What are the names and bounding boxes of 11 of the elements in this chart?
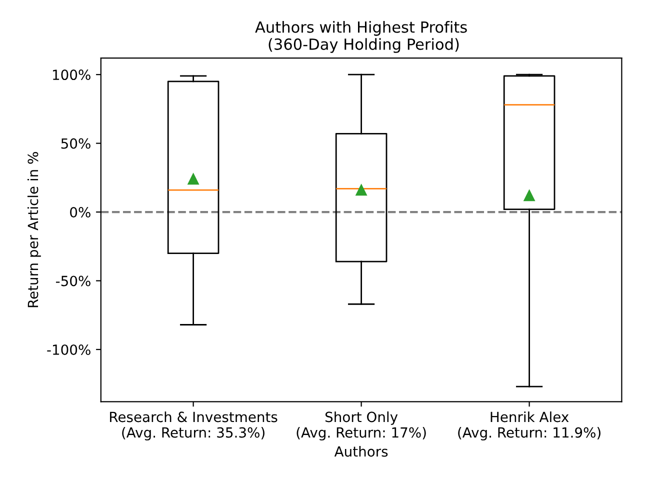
x-axis-title: Authors bbox=[334, 446, 388, 457]
y-tick-label: 50% bbox=[61, 138, 90, 149]
x-tick-label: Short Only (Avg. Return: 17%) bbox=[296, 411, 426, 440]
y-tick-label: 100% bbox=[53, 70, 90, 80]
y-tick-label: 0% bbox=[70, 207, 90, 218]
chart-title: Authors with Highest Profits (360-Day Holding Period) bbox=[255, 21, 467, 53]
y-axis-title: Return per Article in % bbox=[27, 152, 41, 308]
y-tick-label: -50% bbox=[56, 276, 90, 286]
x-tick-label: Henrik Alex (Avg. Return: 11.9%) bbox=[458, 411, 600, 440]
y-tick-label: -100% bbox=[47, 344, 90, 355]
x-tick-label: Research & Investments (Avg. Return: 35.3%) bbox=[110, 411, 278, 440]
